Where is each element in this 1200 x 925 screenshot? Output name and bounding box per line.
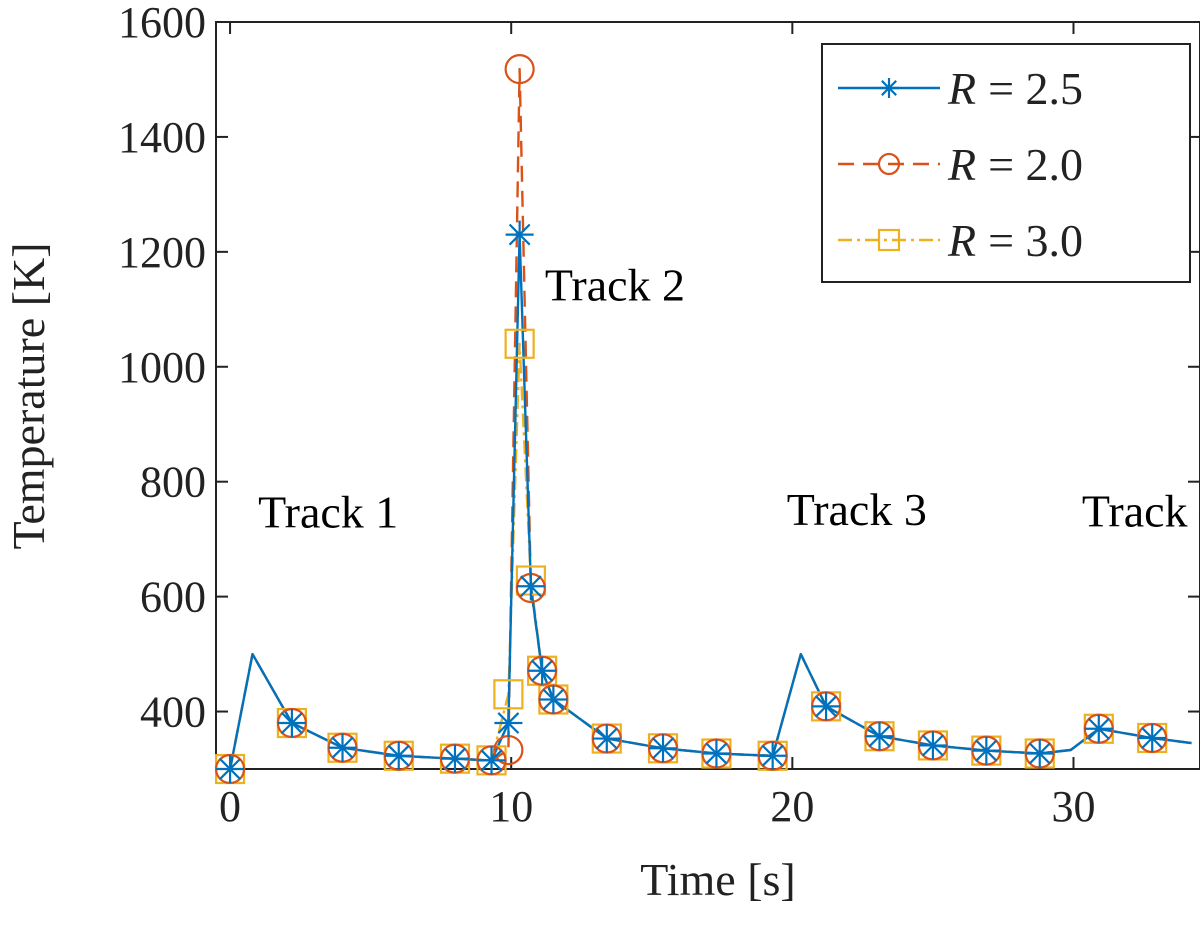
data-point-circle (877, 152, 901, 176)
data-point-asterisk (505, 220, 534, 249)
series-1-markers (216, 220, 1167, 783)
data-point-asterisk (384, 741, 413, 770)
series-markers (214, 54, 1168, 785)
y-tick-label: 1000 (118, 343, 206, 392)
data-point-asterisk (440, 744, 469, 773)
y-axis-ticks: 400 600 800 1000 1200 1400 1600 (118, 0, 1200, 737)
data-point-asterisk (1025, 739, 1054, 768)
x-tick-label: 30 (1051, 782, 1095, 831)
y-tick-label: 600 (140, 573, 206, 622)
data-point-asterisk (812, 692, 841, 721)
data-point-asterisk (477, 746, 506, 775)
track-annotation: Track 3 (787, 484, 927, 535)
track-annotation: Track 1 (258, 487, 398, 538)
data-point-asterisk (277, 709, 306, 738)
data-point-asterisk (539, 685, 568, 714)
data-point-asterisk (865, 722, 894, 751)
legend-var: R (947, 215, 976, 266)
data-point-asterisk (972, 736, 1001, 765)
data-point-asterisk (702, 739, 731, 768)
legend-label: R = 3.0 (947, 215, 1083, 266)
data-point-asterisk (328, 733, 357, 762)
data-point-asterisk (516, 572, 545, 601)
y-tick-label: 1200 (118, 228, 206, 277)
data-point-asterisk (1084, 714, 1113, 743)
legend-var: R (947, 139, 976, 190)
data-point-circle (504, 54, 535, 85)
legend-value: = 2.0 (988, 139, 1083, 190)
data-point-square (493, 679, 524, 710)
y-tick-label: 800 (140, 458, 206, 507)
legend-entry: R = 2.0 (838, 139, 1083, 190)
track-annotation: Track 4 (1082, 486, 1200, 537)
data-point-asterisk (918, 731, 947, 760)
legend-value: = 2.5 (988, 63, 1083, 114)
track-annotation: Track 2 (545, 260, 685, 311)
legend-label: R = 2.5 (947, 63, 1083, 114)
data-point-square (877, 228, 901, 252)
y-axis-title: Temperature [K] (3, 242, 54, 549)
x-tick-label: 10 (489, 782, 533, 831)
data-point-asterisk (494, 709, 523, 738)
annotations: Track 1 Track 2 Track 3 Track 4 (258, 260, 1200, 538)
data-point-asterisk (528, 656, 557, 685)
data-point-asterisk (216, 755, 245, 783)
data-point-asterisk (649, 734, 678, 763)
legend-entry: R = 2.5 (838, 63, 1083, 114)
x-tick-label: 20 (770, 782, 814, 831)
x-axis-ticks: 0 10 20 30 (219, 22, 1095, 831)
y-tick-label: 400 (140, 688, 206, 737)
data-point-square (504, 328, 535, 359)
legend-label: R = 2.0 (947, 139, 1083, 190)
legend: R = 2.5R = 2.0R = 3.0 (821, 43, 1191, 283)
x-axis-title: Time [s] (640, 854, 796, 905)
data-point-asterisk (879, 78, 899, 98)
series-layer (214, 54, 1192, 785)
legend-var: R (947, 63, 976, 114)
data-point-asterisk (1138, 723, 1167, 752)
legend-entry: R = 3.0 (838, 215, 1083, 266)
data-point-asterisk (592, 724, 621, 753)
data-point-asterisk (758, 741, 787, 770)
legend-value: = 3.0 (988, 215, 1083, 266)
y-tick-label: 1600 (118, 0, 206, 47)
y-tick-label: 1400 (118, 113, 206, 162)
x-tick-label: 0 (219, 782, 241, 831)
